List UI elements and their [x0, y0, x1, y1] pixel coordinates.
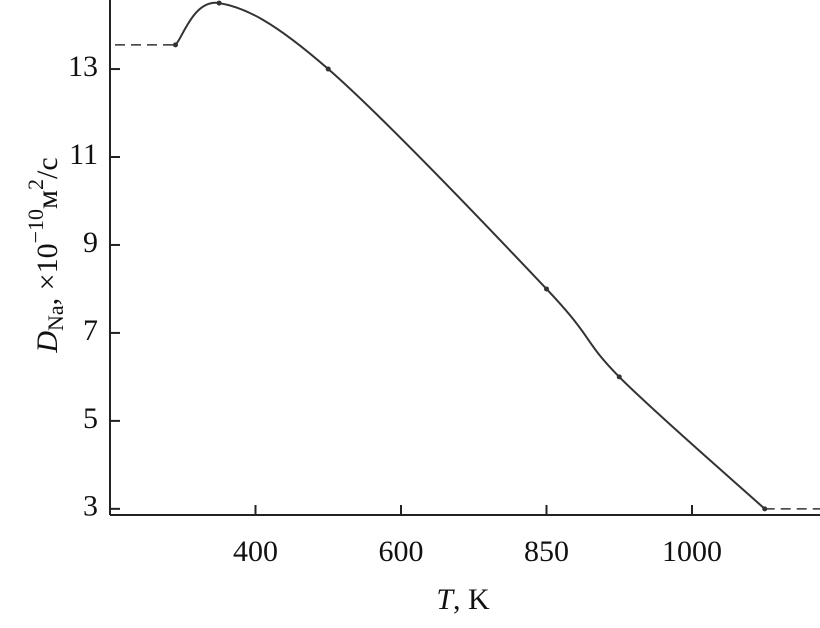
x-tick-label: 850 [524, 535, 569, 568]
x-axis-label: T, K [436, 583, 490, 616]
y-label-unit: м [31, 190, 64, 209]
data-point [325, 66, 331, 72]
data-point [616, 374, 622, 380]
y-tick-label: 7 [83, 314, 98, 347]
y-tick-label: 3 [83, 490, 98, 523]
y-axis-label: DNa, ×10−10м2/с [23, 157, 68, 353]
y-label-text: , ×10 [31, 243, 64, 305]
data-point [172, 42, 178, 48]
y-label-unit-exponent: 2 [23, 179, 48, 190]
data-point [762, 506, 768, 512]
data-line [174, 2, 766, 510]
data-point [544, 286, 549, 292]
y-label-exponent: −10 [23, 209, 48, 243]
y-tick-label: 13 [68, 50, 98, 83]
y-tick-label: 9 [83, 226, 98, 259]
x-label-text: , K [453, 583, 490, 616]
x-tick-label: 1000 [662, 535, 722, 568]
y-label-subscript: Na [43, 305, 68, 331]
x-tick-label: 400 [233, 535, 278, 568]
y-tick-label: 5 [83, 402, 98, 435]
y-tick-label: 11 [69, 138, 98, 171]
data-point [216, 0, 222, 6]
x-label-symbol: T [436, 583, 455, 616]
y-label-unit-rest: /с [31, 157, 64, 179]
x-tick-label: 600 [379, 535, 424, 568]
y-label-symbol: D [31, 331, 64, 354]
